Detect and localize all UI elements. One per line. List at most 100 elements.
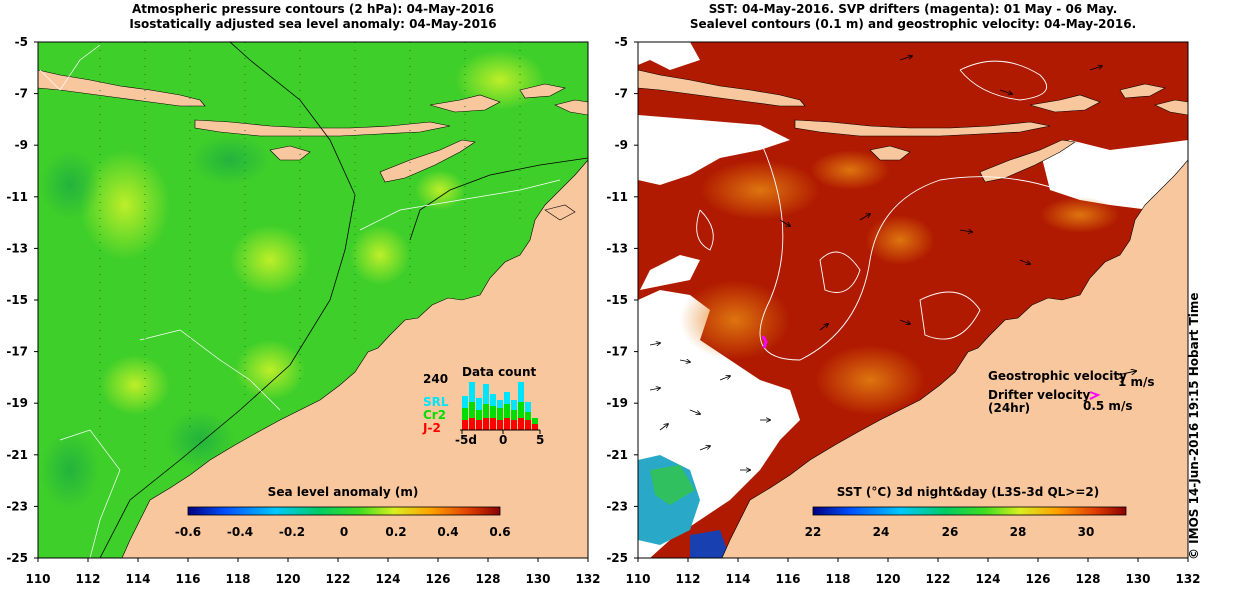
x-tick-label: 130 bbox=[525, 572, 550, 586]
data-count-bars bbox=[462, 382, 538, 430]
y-tick-label: -15 bbox=[6, 293, 28, 307]
y-tick-label: -17 bbox=[6, 345, 28, 359]
right-colorbar-tick: 22 bbox=[805, 525, 822, 539]
northern-islands bbox=[1029, 83, 1188, 116]
right-map-panel bbox=[638, 42, 1188, 558]
x-tick-label: 132 bbox=[1175, 572, 1200, 586]
y-tick-label: -21 bbox=[606, 448, 628, 462]
sst-warm-patch bbox=[815, 345, 925, 415]
left-colorbar-tick: 0.2 bbox=[385, 525, 406, 539]
right-x-axis: 110 112 114 116 118 120 122 124 126 128 130 132 bbox=[625, 558, 1201, 586]
y-tick-label: -11 bbox=[606, 190, 628, 204]
sst-warm-patch bbox=[1040, 197, 1120, 233]
left-colorbar-tick: 0.6 bbox=[489, 525, 510, 539]
y-tick-label: -25 bbox=[6, 551, 28, 565]
series-label-srl: SRL bbox=[423, 395, 449, 409]
x-tick-label: 116 bbox=[775, 572, 800, 586]
sla-low-blob bbox=[165, 410, 235, 470]
y-tick-label: -23 bbox=[6, 499, 28, 513]
y-tick-label: -5 bbox=[15, 35, 28, 49]
sst-cool-patch bbox=[650, 465, 695, 505]
right-title-line2: Sealevel contours (0.1 m) and geostrophi… bbox=[689, 17, 1137, 31]
cloud-gap bbox=[638, 42, 700, 70]
sla-zero-contour bbox=[39, 44, 101, 91]
right-colorbar-tick: 26 bbox=[942, 525, 959, 539]
x-tick-label: 118 bbox=[825, 572, 850, 586]
y-tick-label: -15 bbox=[606, 293, 628, 307]
left-colorbar-label: Sea level anomaly (m) bbox=[268, 485, 419, 499]
left-title-line1: Atmospheric pressure contours (2 hPa): 0… bbox=[131, 2, 494, 16]
x-tick-label: 130 bbox=[1125, 572, 1150, 586]
y-tick-label: -7 bbox=[15, 87, 28, 101]
right-colorbar-label: SST (°C) 3d night&day (L3S-3d QL>=2) bbox=[837, 485, 1100, 499]
series-label-j2: J-2 bbox=[422, 421, 441, 435]
y-tick-label: -21 bbox=[6, 448, 28, 462]
data-count-ymax: 240 bbox=[423, 372, 448, 386]
y-tick-label: -13 bbox=[6, 241, 28, 255]
right-title-line1: SST: 04-May-2016. SVP drifters (magenta)… bbox=[708, 2, 1118, 16]
x-tick-label: 126 bbox=[425, 572, 450, 586]
right-colorbar-tick: 30 bbox=[1078, 525, 1095, 539]
y-tick-label: -9 bbox=[615, 138, 628, 152]
data-count-title: Data count bbox=[462, 365, 537, 379]
right-colorbar-tick: 24 bbox=[873, 525, 890, 539]
x-tick-label: 132 bbox=[575, 572, 600, 586]
x-tick-label: 116 bbox=[175, 572, 200, 586]
melville-island bbox=[544, 204, 576, 221]
sumba-island bbox=[269, 145, 311, 161]
left-colorbar-tick: 0 bbox=[340, 525, 348, 539]
x-tick-label: 126 bbox=[1025, 572, 1050, 586]
drifter-legend-scale: 0.5 m/s bbox=[1083, 399, 1132, 413]
x-tick-label: 118 bbox=[225, 572, 250, 586]
x-tick-label: 122 bbox=[925, 572, 950, 586]
y-tick-label: -11 bbox=[6, 190, 28, 204]
series-label-cr2: Cr2 bbox=[423, 408, 446, 422]
sst-cool-patch bbox=[690, 530, 730, 558]
sla-anomaly-blob bbox=[415, 170, 465, 210]
java-island bbox=[638, 69, 806, 107]
sla-anomaly-blob bbox=[350, 225, 410, 285]
sla-low-blob bbox=[190, 135, 270, 185]
drifter-legend-label: Drifter velocity bbox=[988, 388, 1090, 402]
australia-land bbox=[121, 159, 588, 558]
right-colorbar-tick: 28 bbox=[1010, 525, 1027, 539]
sealevel-contours bbox=[696, 60, 1101, 361]
y-tick-label: -7 bbox=[615, 87, 628, 101]
cloud-gap bbox=[638, 115, 790, 185]
x-tick-label: 128 bbox=[1075, 572, 1100, 586]
data-count-xtick: 0 bbox=[499, 433, 507, 447]
y-tick-label: -13 bbox=[606, 241, 628, 255]
data-count-xtick: 5 bbox=[536, 433, 544, 447]
y-tick-label: -23 bbox=[606, 499, 628, 513]
left-y-axis: -5 -7 -9 -11 -13 -15 -17 -19 -21 -23 -25 bbox=[6, 35, 38, 565]
y-tick-label: -5 bbox=[615, 35, 628, 49]
velocity-legend: Geostrophic velocity 1 m/s Drifter veloc… bbox=[988, 369, 1155, 415]
x-tick-label: 128 bbox=[475, 572, 500, 586]
left-x-axis: 110 112 114 116 118 120 122 124 126 128 130 132 bbox=[25, 558, 601, 586]
x-tick-label: 112 bbox=[75, 572, 100, 586]
geostrophic-legend-label: Geostrophic velocity bbox=[988, 369, 1127, 383]
sumba-island bbox=[869, 145, 911, 161]
pressure-contour bbox=[409, 157, 588, 241]
sla-zero-contour bbox=[59, 179, 561, 558]
x-tick-label: 124 bbox=[375, 572, 400, 586]
left-colorbar-tick: -0.4 bbox=[227, 525, 253, 539]
x-tick-label: 124 bbox=[975, 572, 1000, 586]
x-tick-label: 114 bbox=[725, 572, 750, 586]
left-colorbar: Sea level anomaly (m) -0.6 -0.4 -0.2 0 0… bbox=[175, 485, 511, 539]
x-tick-label: 120 bbox=[275, 572, 300, 586]
sst-warm-patch bbox=[680, 280, 790, 360]
left-colorbar-tick: -0.6 bbox=[175, 525, 201, 539]
data-count-inset: Data count 240 SRL Cr2 J-2 -5d 0 5 bbox=[422, 365, 544, 447]
x-tick-label: 120 bbox=[875, 572, 900, 586]
y-tick-label: -19 bbox=[606, 396, 628, 410]
lesser-sunda-islands bbox=[194, 119, 451, 137]
sla-low-blob bbox=[40, 430, 100, 510]
cloud-gap bbox=[640, 255, 700, 290]
x-tick-label: 114 bbox=[125, 572, 150, 586]
sst-warm-patch bbox=[700, 160, 820, 220]
timor-island bbox=[979, 139, 1076, 183]
lesser-sunda-islands bbox=[794, 119, 1051, 137]
right-y-axis: -5 -7 -9 -11 -13 -15 -17 -19 -21 -23 -25 bbox=[606, 35, 638, 565]
